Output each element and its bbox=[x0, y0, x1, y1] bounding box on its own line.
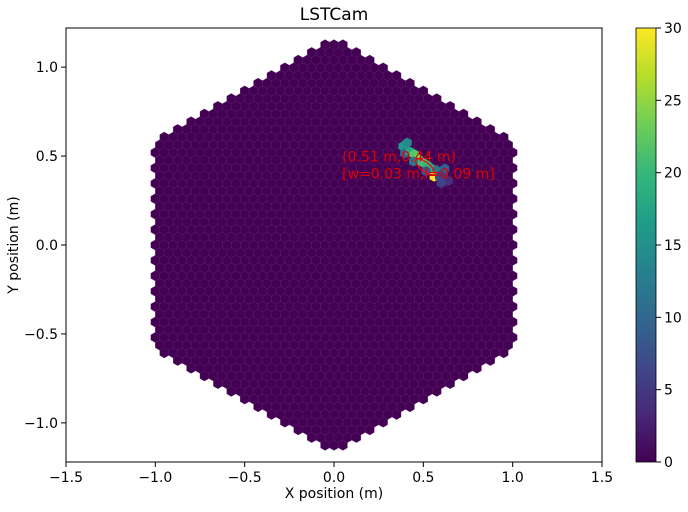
camera-pixel bbox=[365, 54, 375, 66]
y-tick-label: −0.5 bbox=[24, 327, 58, 343]
y-axis-ticks: 1.0 0.5 0.0 −0.5 −1.0 bbox=[24, 60, 66, 432]
camera-pixel bbox=[499, 131, 509, 143]
camera-pixel bbox=[338, 39, 348, 51]
plot-area: (0.51 m,0.44 m)[w=0.03 m,l=0.09 m] bbox=[65, 27, 603, 463]
y-tick-label: −1.0 bbox=[24, 416, 58, 432]
signal-pixel bbox=[440, 163, 450, 174]
x-axis-ticks: −1.5 −1.0 −0.5 0.0 0.5 1.0 1.5 bbox=[49, 462, 613, 486]
camera-pixel bbox=[405, 77, 415, 89]
colorbar-tick-label: 5 bbox=[664, 383, 673, 399]
annotation-centroid: (0.51 m,0.44 m) bbox=[342, 150, 456, 166]
signal-pixel bbox=[436, 177, 446, 188]
hillas-ellipse bbox=[414, 158, 436, 176]
x-tick-label: −1.5 bbox=[49, 470, 83, 486]
colorbar: 0 5 10 15 20 25 30 bbox=[635, 21, 682, 471]
colorbar-gradient bbox=[635, 27, 657, 463]
colorbar-tick-label: 15 bbox=[664, 238, 682, 254]
camera-pixel bbox=[378, 62, 388, 74]
camera-pixel bbox=[485, 124, 495, 135]
camera-pixel bbox=[432, 93, 442, 105]
camera-pixels bbox=[150, 39, 518, 451]
y-tick-label: 1.0 bbox=[36, 60, 58, 76]
camera-pixel bbox=[418, 85, 428, 97]
camera-pixel bbox=[351, 47, 361, 58]
colorbar-tick-label: 30 bbox=[664, 21, 682, 37]
x-axis-label: X position (m) bbox=[285, 486, 384, 502]
x-tick-label: −1.0 bbox=[138, 470, 172, 486]
signal-pixel bbox=[443, 175, 453, 187]
signal-pixel bbox=[402, 137, 412, 148]
camera-pixel bbox=[391, 70, 402, 81]
annotation-width-length: [w=0.03 m,l=0.09 m] bbox=[342, 167, 495, 183]
y-tick-label: 0.5 bbox=[36, 149, 58, 165]
y-axis-label: Y position (m) bbox=[6, 196, 22, 294]
colorbar-tick-label: 10 bbox=[664, 310, 682, 326]
x-tick-label: 0.0 bbox=[323, 470, 345, 486]
camera-pixel bbox=[472, 116, 482, 128]
x-tick-label: −0.5 bbox=[228, 470, 262, 486]
signal-pixel bbox=[409, 156, 418, 167]
camera-pixel bbox=[458, 108, 469, 120]
colorbar-tick-label: 20 bbox=[664, 166, 682, 182]
x-tick-label: 1.0 bbox=[502, 470, 524, 486]
colorbar-ticks: 0 5 10 15 20 25 30 bbox=[656, 21, 682, 471]
colorbar-tick-label: 0 bbox=[664, 455, 673, 471]
hillas-overlay: (0.51 m,0.44 m)[w=0.03 m,l=0.09 m] bbox=[342, 150, 495, 183]
y-tick-label: 0.0 bbox=[36, 238, 58, 254]
x-tick-label: 1.5 bbox=[591, 470, 613, 486]
camera-pixel bbox=[445, 101, 455, 112]
x-tick-label: 0.5 bbox=[412, 470, 434, 486]
chart-title: LSTCam bbox=[300, 5, 369, 25]
colorbar-tick-label: 25 bbox=[664, 93, 682, 109]
